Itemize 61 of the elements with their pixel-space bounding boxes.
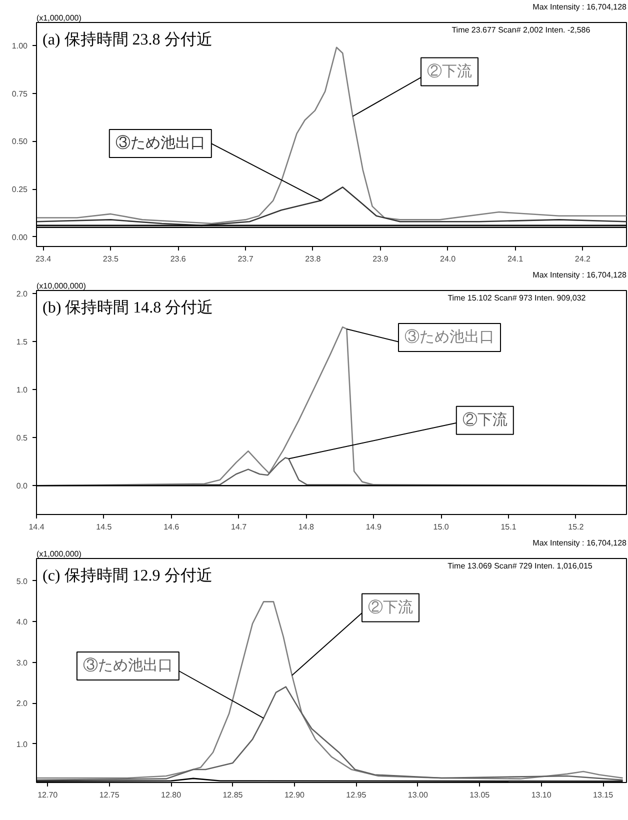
- y-tick-label: 0.75: [12, 89, 28, 98]
- x-tick-label: 14.8: [298, 522, 315, 532]
- text: ③ため池出口: [115, 134, 206, 152]
- y-tick-label: 1.5: [16, 337, 28, 346]
- x-tick-label: 15.1: [500, 522, 517, 532]
- x-tick-label: 23.5: [102, 254, 120, 264]
- x-tick-label: 12.70: [38, 790, 58, 800]
- text: ②下流: [368, 598, 413, 616]
- text: Max Intensity : 16,704,128: [532, 538, 628, 548]
- y-tick-label: 0.50: [12, 137, 28, 146]
- x-tick-label: 24.1: [507, 254, 524, 264]
- text: ②下流: [427, 62, 472, 80]
- text: ②下流: [462, 411, 508, 428]
- x-tick-label: 13.05: [470, 790, 490, 800]
- x-tick-label: 13.15: [593, 790, 614, 800]
- x-tick-label: 23.4: [35, 254, 52, 264]
- x-tick-label: 13.10: [531, 790, 552, 800]
- y-tick-label: 2.0: [16, 699, 28, 708]
- y-tick-label: 5.0: [16, 576, 28, 586]
- x-tick-label: 12.85: [222, 790, 244, 800]
- text: Max Intensity : 16,704,128: [532, 2, 628, 12]
- text: Max Intensity : 16,704,128: [532, 270, 628, 280]
- y-tick-label: 0.00: [12, 232, 28, 242]
- y-tick-label: 0.25: [12, 185, 28, 194]
- text: (a) 保持時間 23.8 分付近: [42, 30, 212, 48]
- x-tick-label: 23.8: [305, 254, 322, 264]
- x-tick-label: 14.7: [231, 522, 248, 532]
- x-tick-label: 12.75: [99, 790, 120, 800]
- x-tick-label: 23.9: [372, 254, 389, 264]
- text: (b) 保持時間 14.8 分付近: [42, 298, 214, 316]
- y-tick-label: 1.00: [12, 41, 28, 50]
- x-tick-label: 23.7: [238, 254, 254, 264]
- x-tick-label: 14.4: [28, 522, 45, 532]
- annotation: (x1,000,000): [36, 14, 82, 22]
- y-tick-label: 3.0: [16, 658, 28, 668]
- x-tick-label: 12.95: [346, 790, 367, 800]
- annotation: (x1,000,000): [36, 550, 82, 558]
- y-tick-label: 2.0: [16, 289, 28, 298]
- y-tick-label: 4.0: [16, 618, 28, 627]
- text: (c) 保持時間 12.9 分付近: [42, 566, 212, 584]
- text: ③ため池出口: [82, 657, 173, 674]
- y-tick-label: 1.0: [16, 740, 28, 749]
- x-tick-label: 14.5: [96, 522, 112, 532]
- x-tick-label: 24.2: [574, 254, 592, 264]
- annotation: Time 13.069 Scan# 729 Inten. 1,016,015: [448, 562, 593, 570]
- y-tick-label: 1.0: [16, 386, 28, 395]
- x-tick-label: 12.90: [284, 790, 306, 800]
- x-tick-label: 12.80: [161, 790, 182, 800]
- x-tick-label: 15.0: [433, 522, 450, 532]
- x-tick-label: 13.00: [408, 790, 428, 800]
- x-tick-label: 14.6: [164, 522, 180, 532]
- y-tick-label: 0.0: [16, 482, 28, 491]
- annotation: (x10,000,000): [36, 282, 86, 290]
- x-tick-label: 15.2: [568, 522, 584, 532]
- y-tick-label: 0.5: [16, 434, 28, 443]
- annotation: Time 15.102 Scan# 973 Inten. 909,032: [448, 294, 586, 302]
- x-tick-label: 23.6: [170, 254, 186, 264]
- x-tick-label: 24.0: [440, 254, 456, 264]
- text: ③ため池出口: [404, 328, 494, 346]
- x-tick-label: 14.9: [366, 522, 382, 532]
- annotation: Time 23.677 Scan# 2,002 Inten. -2,586: [452, 26, 591, 34]
